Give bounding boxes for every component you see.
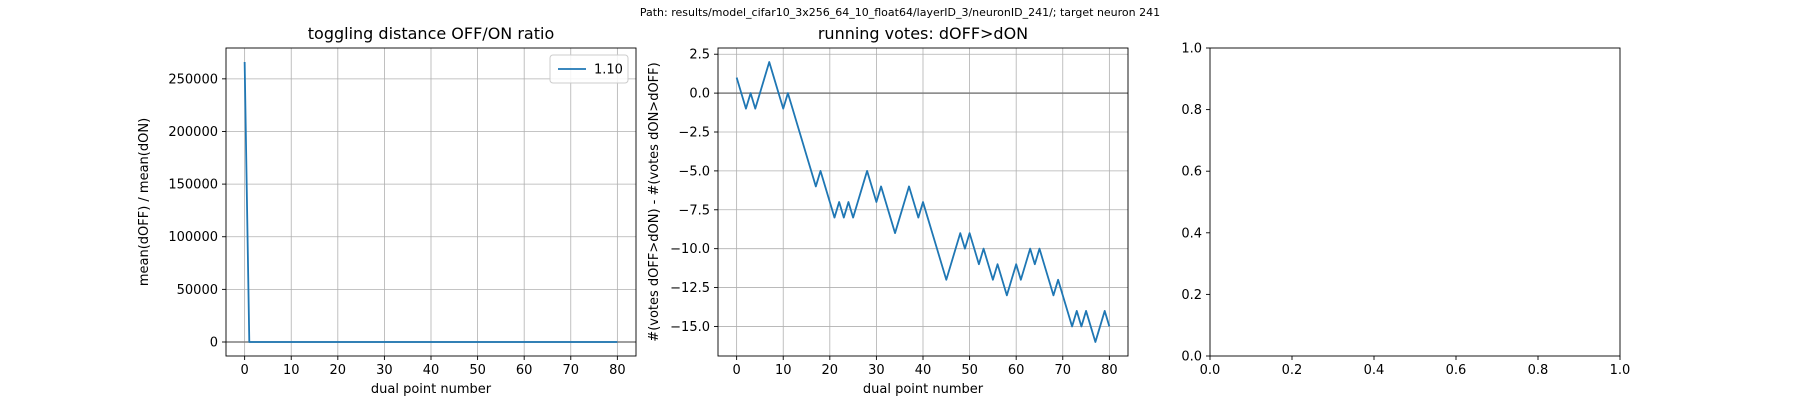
- y-tick-label: 50000: [177, 283, 218, 298]
- x-tick-label: 30: [376, 363, 393, 378]
- y-tick-label: −7.5: [678, 203, 710, 218]
- x-tick-label: 70: [1054, 363, 1071, 378]
- x-tick-label: 40: [423, 363, 440, 378]
- x-tick-label: 0.4: [1364, 363, 1385, 378]
- x-tick-label: 10: [283, 363, 300, 378]
- axes-frame: [1209, 47, 1621, 357]
- legend-box: [549, 54, 629, 84]
- x-tick-label: 70: [562, 363, 579, 378]
- series-line: [735, 61, 1111, 343]
- y-axis-label: mean(dOFF) / mean(dON): [137, 118, 152, 286]
- figure-suptitle: Path: results/model_cifar10_3x256_64_10_…: [639, 6, 1161, 19]
- x-tick-label: 0: [240, 363, 248, 378]
- x-tick-label: 1.0: [1610, 363, 1631, 378]
- y-axis-label: #(votes dOFF>dON) - #(votes dON>dOFF): [647, 62, 662, 341]
- x-axis-label: dual point number: [863, 382, 984, 397]
- running-votes-chart-panel: 0 10 20 30 40 50 60 70 80 2.5 0.0 −2.5 −5.0 −7.5 −10.0…: [647, 24, 1129, 397]
- x-tick-label: 0.8: [1528, 363, 1549, 378]
- legend: 1.10: [549, 54, 629, 84]
- y-tick-label: 0.0: [689, 87, 710, 102]
- x-tick-label: 0: [732, 363, 740, 378]
- y-tick-label: 2.5: [689, 48, 710, 63]
- x-tick-label: 0.6: [1446, 363, 1467, 378]
- x-tick-label: 80: [609, 363, 626, 378]
- chart-title: running votes: dOFF>dON: [818, 24, 1028, 43]
- y-tick-label: 200000: [168, 125, 218, 140]
- x-tick-label: 60: [1008, 363, 1025, 378]
- ratio-chart-panel: 0 10 20 30 40 50 60 70 80 0 50000 100000 150000 20000…: [137, 24, 637, 397]
- x-tick-label: 0.2: [1282, 363, 1303, 378]
- y-tick-label: −5.0: [678, 164, 710, 179]
- x-tick-label: 0.0: [1200, 363, 1221, 378]
- y-tick-label: −10.0: [670, 242, 710, 257]
- x-tick-label: 50: [469, 363, 486, 378]
- x-tick-label: 30: [868, 363, 885, 378]
- y-tick-label: 150000: [168, 178, 218, 193]
- y-tick-label: 1.0: [1181, 42, 1202, 57]
- legend-entry-label: 1.10: [594, 63, 623, 78]
- empty-chart-panel: 0.0 0.2 0.4 0.6 0.8 1.0 0.0 0.2 0.4 0.6 0.8 1.0: [1181, 42, 1630, 379]
- x-tick-label: 60: [516, 363, 533, 378]
- y-tick-label: 0.8: [1181, 103, 1202, 118]
- x-tick-label: 40: [915, 363, 932, 378]
- y-tick-label: 0.6: [1181, 165, 1202, 180]
- x-tick-label: 50: [961, 363, 978, 378]
- x-axis-label: dual point number: [371, 382, 492, 397]
- series-line: [243, 61, 618, 343]
- x-tick-label: 80: [1101, 363, 1118, 378]
- y-tick-label: 0.2: [1181, 288, 1202, 303]
- y-tick-label: −2.5: [678, 126, 710, 141]
- chart-title: toggling distance OFF/ON ratio: [308, 24, 554, 43]
- x-tick-label: 10: [775, 363, 792, 378]
- y-tick-label: 0.0: [1181, 350, 1202, 365]
- y-tick-label: 0: [210, 336, 218, 351]
- x-tick-label: 20: [330, 363, 347, 378]
- y-tick-label: 100000: [168, 230, 218, 245]
- y-tick-label: 250000: [168, 72, 218, 87]
- y-tick-label: −12.5: [670, 281, 710, 296]
- x-tick-label: 20: [822, 363, 839, 378]
- y-tick-label: −15.0: [670, 320, 710, 335]
- y-tick-label: 0.4: [1181, 226, 1202, 241]
